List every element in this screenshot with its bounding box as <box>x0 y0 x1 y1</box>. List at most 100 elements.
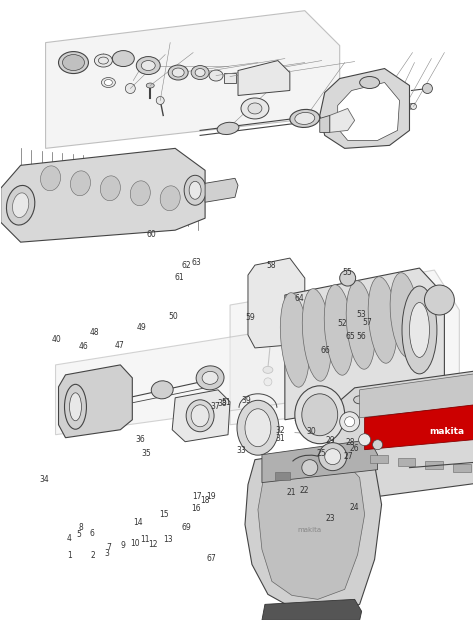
Text: 49: 49 <box>137 323 146 332</box>
Ellipse shape <box>146 83 154 88</box>
Ellipse shape <box>189 181 201 199</box>
Ellipse shape <box>202 371 218 384</box>
Ellipse shape <box>195 68 205 76</box>
Text: 26: 26 <box>349 443 359 453</box>
Text: 21: 21 <box>287 487 296 497</box>
Text: 18: 18 <box>200 496 210 505</box>
Ellipse shape <box>63 55 84 71</box>
Polygon shape <box>46 11 340 148</box>
Ellipse shape <box>290 109 320 127</box>
Ellipse shape <box>360 76 380 89</box>
Bar <box>453 464 471 471</box>
Circle shape <box>125 83 135 94</box>
Text: 48: 48 <box>90 328 99 337</box>
Text: makita: makita <box>298 527 322 533</box>
Circle shape <box>340 412 360 432</box>
Text: 9: 9 <box>120 542 125 550</box>
Ellipse shape <box>168 65 188 80</box>
Circle shape <box>350 413 360 423</box>
Polygon shape <box>330 109 355 132</box>
Bar <box>398 458 416 466</box>
Text: 47: 47 <box>115 341 125 350</box>
Text: 50: 50 <box>168 312 178 321</box>
Polygon shape <box>245 445 382 614</box>
Text: 12: 12 <box>148 540 158 549</box>
Text: 60: 60 <box>146 230 156 240</box>
Text: 23: 23 <box>326 514 336 522</box>
Text: 25: 25 <box>316 448 326 458</box>
Ellipse shape <box>346 281 375 369</box>
Text: 66: 66 <box>321 347 331 355</box>
Text: 56: 56 <box>356 332 366 341</box>
Text: 69: 69 <box>182 523 191 532</box>
Ellipse shape <box>424 285 455 315</box>
Polygon shape <box>365 400 474 450</box>
Polygon shape <box>262 599 362 620</box>
Ellipse shape <box>191 405 209 427</box>
Text: 2: 2 <box>91 551 95 560</box>
Text: 36: 36 <box>135 435 145 444</box>
Polygon shape <box>360 368 474 418</box>
Ellipse shape <box>7 186 35 225</box>
Text: 29: 29 <box>326 436 336 445</box>
Ellipse shape <box>302 289 331 381</box>
Ellipse shape <box>64 384 86 429</box>
Ellipse shape <box>160 186 180 211</box>
Polygon shape <box>337 83 400 140</box>
Text: 31: 31 <box>276 433 285 443</box>
Text: 28: 28 <box>346 438 355 447</box>
Polygon shape <box>258 461 365 599</box>
Circle shape <box>383 114 392 124</box>
Ellipse shape <box>295 112 315 124</box>
Polygon shape <box>205 178 238 202</box>
Ellipse shape <box>94 54 112 67</box>
Text: 3: 3 <box>105 549 109 558</box>
Ellipse shape <box>410 302 429 358</box>
Circle shape <box>325 449 341 465</box>
Ellipse shape <box>402 286 437 374</box>
Circle shape <box>345 417 355 427</box>
Text: 19: 19 <box>206 492 216 501</box>
Circle shape <box>373 440 383 450</box>
Ellipse shape <box>368 277 397 363</box>
Text: 7: 7 <box>106 543 111 552</box>
Bar <box>426 461 443 469</box>
Polygon shape <box>238 61 290 96</box>
Text: 65: 65 <box>346 332 356 341</box>
Bar <box>224 73 236 83</box>
Text: 39: 39 <box>242 396 251 405</box>
Bar <box>275 471 290 479</box>
Text: 64: 64 <box>295 294 305 302</box>
Ellipse shape <box>209 70 223 81</box>
Circle shape <box>340 270 356 286</box>
Ellipse shape <box>104 79 112 86</box>
Text: 27: 27 <box>343 451 353 461</box>
Text: 52: 52 <box>337 319 347 328</box>
Text: 38: 38 <box>217 399 227 408</box>
Polygon shape <box>394 385 429 420</box>
Ellipse shape <box>141 61 155 71</box>
Ellipse shape <box>263 366 273 373</box>
Text: 58: 58 <box>267 261 276 270</box>
Polygon shape <box>368 388 394 413</box>
Ellipse shape <box>280 292 310 387</box>
Ellipse shape <box>184 175 206 205</box>
Ellipse shape <box>100 176 120 201</box>
Ellipse shape <box>245 409 271 446</box>
Ellipse shape <box>295 386 345 443</box>
Ellipse shape <box>70 393 82 421</box>
Ellipse shape <box>151 381 173 399</box>
Text: 6: 6 <box>90 529 94 538</box>
Text: 22: 22 <box>300 486 310 495</box>
Ellipse shape <box>191 66 209 79</box>
Text: 14: 14 <box>133 518 143 527</box>
Ellipse shape <box>370 105 380 112</box>
Text: 33: 33 <box>237 446 246 455</box>
Ellipse shape <box>186 400 214 432</box>
Text: 62: 62 <box>182 261 191 270</box>
Polygon shape <box>0 148 205 242</box>
Polygon shape <box>55 330 310 435</box>
Text: 32: 32 <box>276 426 285 435</box>
Polygon shape <box>230 270 459 425</box>
Ellipse shape <box>390 273 419 357</box>
